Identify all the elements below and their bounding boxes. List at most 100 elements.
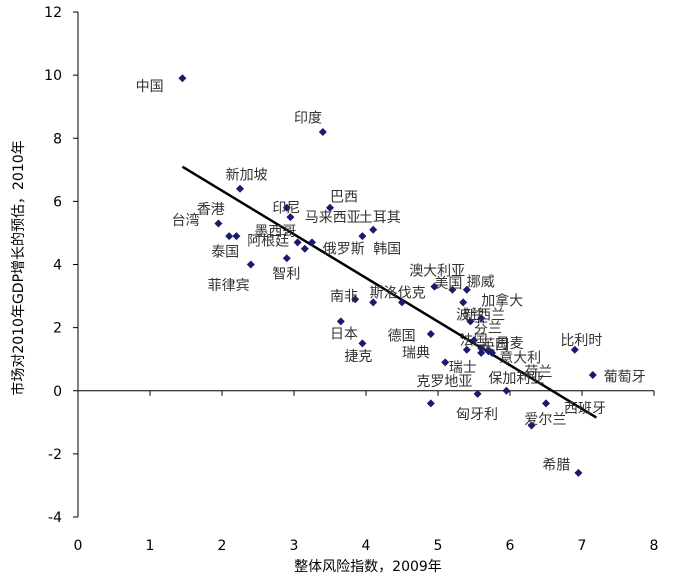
data-point	[214, 219, 223, 228]
point-label: 中国	[136, 79, 164, 95]
point-label: 澳大利亚	[409, 264, 465, 280]
data-point	[588, 370, 597, 379]
point-label: 韩国	[373, 241, 401, 257]
data-point	[225, 232, 234, 241]
data-point	[398, 298, 406, 307]
point-label: 西班牙	[564, 401, 606, 417]
data-point	[426, 399, 435, 408]
x-tick-label: 5	[434, 538, 443, 554]
point-label: 瑞士	[449, 360, 477, 376]
point-label: 斯洛伐克	[370, 286, 426, 302]
point-label: 德国	[388, 328, 416, 344]
point-label: 新加坡	[226, 167, 268, 183]
point-label: 爱尔兰	[524, 412, 566, 428]
point-label: 葡萄牙	[604, 369, 646, 385]
y-tick-label: 8	[53, 131, 62, 147]
y-axis-title: 市场对2010年GDP增长的预估，2010年	[10, 140, 27, 395]
x-tick-label: 0	[74, 538, 83, 554]
point-label: 泰国	[211, 245, 239, 261]
data-point	[308, 238, 316, 247]
point-label: 印尼	[272, 200, 300, 216]
point-label: 英国	[481, 337, 509, 354]
data-point	[574, 468, 583, 477]
point-label: 土耳其	[359, 210, 401, 226]
x-tick-label: 6	[506, 538, 515, 554]
x-tick-label: 3	[290, 538, 299, 554]
data-point	[570, 345, 579, 354]
y-tick-label: 4	[53, 258, 62, 274]
data-point	[300, 244, 309, 253]
y-tick-label: -2	[48, 447, 62, 463]
point-label: 印度	[294, 110, 322, 126]
x-tick-label: 8	[650, 538, 659, 554]
data-point	[282, 203, 291, 212]
data-point	[488, 348, 496, 357]
point-label: 加拿大	[481, 293, 523, 310]
point-label: 希腊	[542, 458, 570, 474]
data-point	[351, 295, 360, 304]
point-label: 挪威	[467, 275, 495, 291]
point-label: 马来西亚	[305, 210, 361, 226]
data-point	[462, 345, 471, 354]
data-point	[477, 348, 486, 357]
data-point	[236, 184, 244, 193]
data-point	[502, 386, 511, 395]
point-label: 新西兰	[463, 308, 505, 324]
data-point	[477, 314, 486, 323]
data-point	[246, 260, 255, 269]
point-label: 克罗地亚	[416, 374, 472, 390]
data-point	[459, 298, 468, 307]
data-point	[232, 232, 241, 241]
data-point	[369, 298, 378, 307]
point-label: 比利时	[560, 333, 602, 349]
data-points	[178, 74, 597, 477]
point-label: 香港	[197, 202, 225, 218]
point-label: 瑞典	[402, 346, 430, 362]
point-label: 阿根廷	[247, 234, 289, 250]
y-tick-label: -4	[48, 510, 62, 526]
data-point	[448, 285, 457, 294]
data-point	[477, 344, 486, 353]
data-point	[473, 389, 482, 398]
point-label: 俄罗斯	[323, 241, 365, 257]
data-point	[462, 285, 471, 294]
x-axis-title: 整体风险指数，2009年	[294, 559, 442, 575]
data-point	[326, 203, 334, 212]
data-point	[282, 254, 291, 263]
data-point	[527, 421, 536, 430]
data-point	[336, 317, 345, 326]
data-point	[293, 238, 302, 247]
point-label: 波兰	[456, 308, 484, 324]
data-point	[426, 329, 435, 338]
trendline	[181, 165, 598, 419]
point-label: 巴西	[330, 189, 358, 205]
x-tick-label: 2	[218, 538, 227, 554]
point-label: 捷克	[344, 349, 372, 365]
point-label: 意大利	[499, 349, 541, 366]
trendline-segment	[181, 165, 598, 419]
data-point	[369, 225, 378, 234]
point-label: 台湾	[172, 212, 200, 229]
point-label: 荷兰	[524, 365, 552, 381]
data-point	[286, 213, 295, 222]
data-point	[466, 317, 475, 326]
data-point	[358, 339, 367, 348]
data-point	[441, 358, 450, 367]
point-label: 丹麦	[496, 336, 524, 352]
y-tick-label: 0	[53, 384, 62, 400]
point-label: 智利	[272, 267, 300, 283]
data-point	[178, 74, 187, 83]
y-tick-label: 10	[44, 68, 62, 84]
point-label: 美国	[434, 276, 462, 292]
point-label: 匈牙利	[456, 407, 498, 423]
point-label: 墨西哥	[254, 224, 296, 240]
data-point	[470, 336, 478, 345]
y-tick-label: 2	[53, 321, 62, 337]
data-point	[358, 232, 367, 241]
point-label: 南非	[330, 289, 358, 305]
point-label: 菲律宾	[208, 278, 250, 294]
data-point	[318, 127, 327, 136]
